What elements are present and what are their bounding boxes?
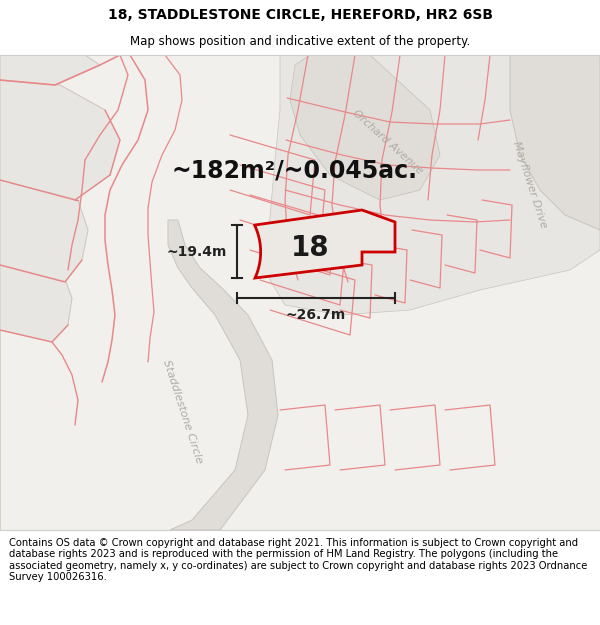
Polygon shape	[510, 55, 600, 230]
Polygon shape	[0, 180, 88, 282]
Polygon shape	[290, 55, 440, 200]
Text: Map shows position and indicative extent of the property.: Map shows position and indicative extent…	[130, 35, 470, 48]
Text: Mayflower Drive: Mayflower Drive	[511, 140, 549, 230]
Polygon shape	[0, 55, 100, 85]
Text: Contains OS data © Crown copyright and database right 2021. This information is : Contains OS data © Crown copyright and d…	[9, 538, 587, 582]
Polygon shape	[254, 210, 395, 278]
Polygon shape	[0, 80, 120, 200]
Text: ~182m²/~0.045ac.: ~182m²/~0.045ac.	[172, 158, 418, 182]
Text: Staddlestone Circle: Staddlestone Circle	[161, 359, 205, 465]
Polygon shape	[0, 195, 70, 530]
Text: 18, STADDLESTONE CIRCLE, HEREFORD, HR2 6SB: 18, STADDLESTONE CIRCLE, HEREFORD, HR2 6…	[107, 8, 493, 22]
Polygon shape	[0, 265, 72, 342]
Text: ~19.4m: ~19.4m	[167, 244, 227, 259]
Polygon shape	[168, 220, 278, 530]
Polygon shape	[268, 55, 600, 315]
Text: ~26.7m: ~26.7m	[286, 308, 346, 322]
Text: 18: 18	[290, 234, 329, 262]
Text: Orchard Avenue: Orchard Avenue	[351, 108, 425, 176]
